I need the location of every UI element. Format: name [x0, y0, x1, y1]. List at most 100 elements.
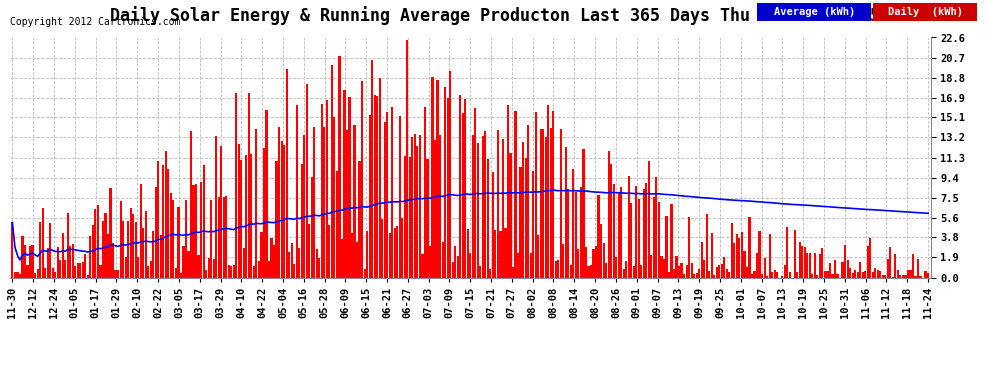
Bar [170, 193, 172, 278]
Bar [683, 274, 685, 278]
Bar [255, 129, 257, 278]
Bar [238, 144, 240, 278]
Bar [87, 274, 89, 278]
Bar [409, 158, 411, 278]
Bar [562, 244, 564, 278]
Bar [157, 161, 159, 278]
Bar [231, 266, 233, 278]
Bar [567, 189, 569, 278]
Bar [623, 269, 625, 278]
Bar [42, 208, 44, 278]
Bar [703, 261, 705, 278]
Bar [122, 221, 124, 278]
Bar [837, 274, 839, 278]
Bar [464, 99, 466, 278]
Bar [313, 127, 316, 278]
Bar [688, 217, 690, 278]
Bar [811, 274, 814, 278]
Bar [824, 271, 826, 278]
Bar [731, 223, 733, 278]
Bar [396, 226, 398, 278]
Bar [773, 270, 776, 278]
Bar [303, 135, 305, 278]
Bar [29, 246, 31, 278]
Bar [187, 251, 189, 278]
Bar [784, 265, 786, 278]
Bar [102, 221, 104, 278]
Bar [399, 116, 401, 278]
Bar [859, 261, 861, 278]
Bar [822, 248, 824, 278]
Bar [538, 236, 540, 278]
Bar [559, 129, 562, 278]
Bar [889, 247, 891, 278]
Bar [799, 242, 801, 278]
Bar [620, 187, 623, 278]
Bar [897, 270, 899, 278]
Bar [592, 249, 595, 278]
Bar [917, 259, 919, 278]
Bar [786, 226, 788, 278]
Bar [280, 141, 283, 278]
Bar [882, 275, 884, 278]
Bar [56, 247, 58, 278]
Bar [344, 90, 346, 278]
Bar [208, 258, 210, 278]
Bar [912, 254, 914, 278]
Bar [285, 69, 288, 278]
Bar [71, 244, 74, 278]
Bar [424, 107, 426, 278]
Bar [507, 105, 509, 278]
Bar [665, 216, 667, 278]
Bar [502, 139, 504, 278]
Bar [24, 246, 26, 278]
Bar [39, 222, 42, 278]
Bar [376, 96, 378, 278]
Bar [334, 117, 336, 278]
Bar [132, 214, 135, 278]
Bar [647, 161, 649, 278]
Bar [585, 247, 587, 278]
Bar [456, 256, 458, 278]
Bar [768, 234, 770, 278]
Bar [389, 232, 391, 278]
Bar [308, 225, 310, 278]
Bar [721, 264, 723, 278]
Bar [869, 238, 871, 278]
Bar [394, 228, 396, 278]
Bar [417, 146, 419, 278]
Bar [706, 214, 708, 278]
Bar [874, 267, 876, 278]
Bar [414, 135, 416, 278]
Bar [655, 177, 657, 278]
Bar [570, 265, 572, 278]
Bar [326, 100, 328, 278]
Bar [590, 265, 592, 278]
Bar [663, 259, 665, 278]
Bar [59, 260, 61, 278]
Bar [645, 183, 647, 278]
Bar [925, 271, 927, 278]
Bar [577, 249, 579, 278]
Bar [175, 267, 177, 278]
Bar [461, 113, 463, 278]
Bar [861, 272, 863, 278]
Bar [218, 197, 220, 278]
Bar [37, 269, 39, 278]
Bar [633, 266, 635, 278]
Text: Copyright 2012 Cartronics.com: Copyright 2012 Cartronics.com [10, 17, 180, 27]
Bar [879, 271, 881, 278]
Bar [54, 272, 56, 278]
Bar [378, 78, 381, 278]
Bar [761, 274, 763, 278]
Bar [598, 195, 600, 278]
Bar [265, 110, 267, 278]
Bar [210, 200, 212, 278]
Bar [753, 271, 755, 278]
Bar [273, 245, 275, 278]
Bar [451, 262, 453, 278]
Bar [520, 167, 522, 278]
Bar [718, 265, 721, 278]
Bar [437, 80, 439, 278]
Bar [756, 253, 758, 278]
